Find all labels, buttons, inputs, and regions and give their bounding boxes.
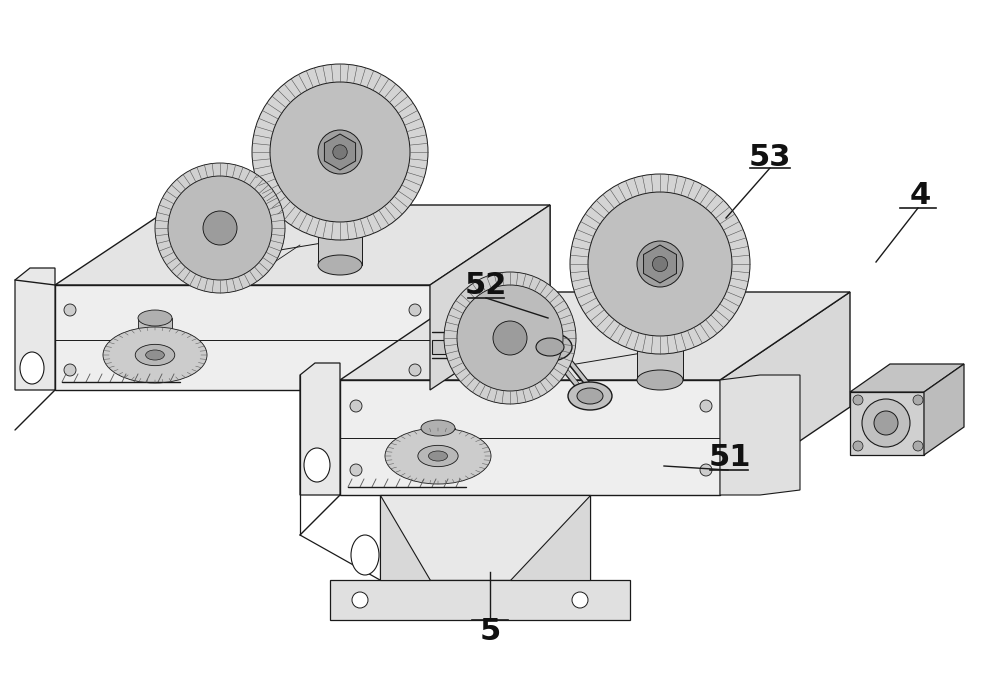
Text: 5: 5 <box>479 618 501 646</box>
Circle shape <box>350 464 362 476</box>
Circle shape <box>168 176 272 280</box>
Polygon shape <box>318 205 362 265</box>
Polygon shape <box>720 375 800 495</box>
Polygon shape <box>510 495 590 580</box>
Circle shape <box>457 285 563 391</box>
Ellipse shape <box>304 448 330 482</box>
Circle shape <box>409 364 421 376</box>
Polygon shape <box>421 428 455 462</box>
Ellipse shape <box>351 535 379 575</box>
Polygon shape <box>720 292 850 495</box>
Circle shape <box>853 395 863 405</box>
Circle shape <box>333 145 347 159</box>
Ellipse shape <box>577 388 603 404</box>
Ellipse shape <box>138 310 172 326</box>
Polygon shape <box>300 363 340 495</box>
Ellipse shape <box>568 382 612 410</box>
Text: 51: 51 <box>709 443 751 473</box>
Ellipse shape <box>536 338 564 356</box>
Circle shape <box>444 272 576 404</box>
Polygon shape <box>548 338 594 388</box>
Circle shape <box>350 400 362 412</box>
Circle shape <box>64 304 76 316</box>
Circle shape <box>493 321 527 355</box>
Polygon shape <box>432 340 550 354</box>
Circle shape <box>913 441 923 451</box>
Ellipse shape <box>637 370 683 390</box>
Text: 53: 53 <box>749 144 791 172</box>
Circle shape <box>203 211 237 245</box>
Polygon shape <box>493 375 527 380</box>
Polygon shape <box>850 392 924 455</box>
Text: 52: 52 <box>465 272 507 300</box>
Circle shape <box>853 441 863 451</box>
Polygon shape <box>203 263 237 285</box>
Ellipse shape <box>20 352 44 384</box>
Ellipse shape <box>421 420 455 436</box>
Ellipse shape <box>637 300 683 320</box>
Circle shape <box>64 364 76 376</box>
Polygon shape <box>380 495 430 580</box>
Circle shape <box>700 400 712 412</box>
Ellipse shape <box>418 445 458 466</box>
Circle shape <box>572 592 588 608</box>
Ellipse shape <box>318 195 362 215</box>
Circle shape <box>318 130 362 174</box>
Polygon shape <box>340 292 850 380</box>
Polygon shape <box>55 285 430 390</box>
Circle shape <box>637 241 683 287</box>
Ellipse shape <box>318 255 362 275</box>
Polygon shape <box>330 580 630 620</box>
Polygon shape <box>430 205 550 390</box>
Ellipse shape <box>528 333 572 361</box>
Circle shape <box>352 592 368 608</box>
Polygon shape <box>644 245 676 283</box>
Circle shape <box>652 256 668 272</box>
Ellipse shape <box>203 256 237 270</box>
Polygon shape <box>637 310 683 380</box>
Polygon shape <box>430 205 550 390</box>
Circle shape <box>155 163 285 293</box>
Ellipse shape <box>428 451 448 461</box>
Circle shape <box>409 304 421 316</box>
Polygon shape <box>324 134 356 170</box>
Circle shape <box>570 174 750 354</box>
Text: 4: 4 <box>909 181 931 211</box>
Polygon shape <box>850 364 964 392</box>
Polygon shape <box>138 318 172 360</box>
Circle shape <box>874 411 898 435</box>
Circle shape <box>862 399 910 447</box>
Ellipse shape <box>103 327 207 383</box>
Ellipse shape <box>146 350 164 360</box>
Ellipse shape <box>493 368 527 382</box>
Polygon shape <box>380 495 590 580</box>
Circle shape <box>588 192 732 336</box>
Polygon shape <box>340 380 720 495</box>
Circle shape <box>913 395 923 405</box>
Ellipse shape <box>135 344 175 366</box>
Ellipse shape <box>385 428 491 484</box>
Polygon shape <box>548 352 594 402</box>
Circle shape <box>252 64 428 240</box>
Polygon shape <box>15 268 55 390</box>
Polygon shape <box>924 364 964 455</box>
Polygon shape <box>55 205 550 285</box>
Circle shape <box>270 82 410 222</box>
Circle shape <box>700 464 712 476</box>
